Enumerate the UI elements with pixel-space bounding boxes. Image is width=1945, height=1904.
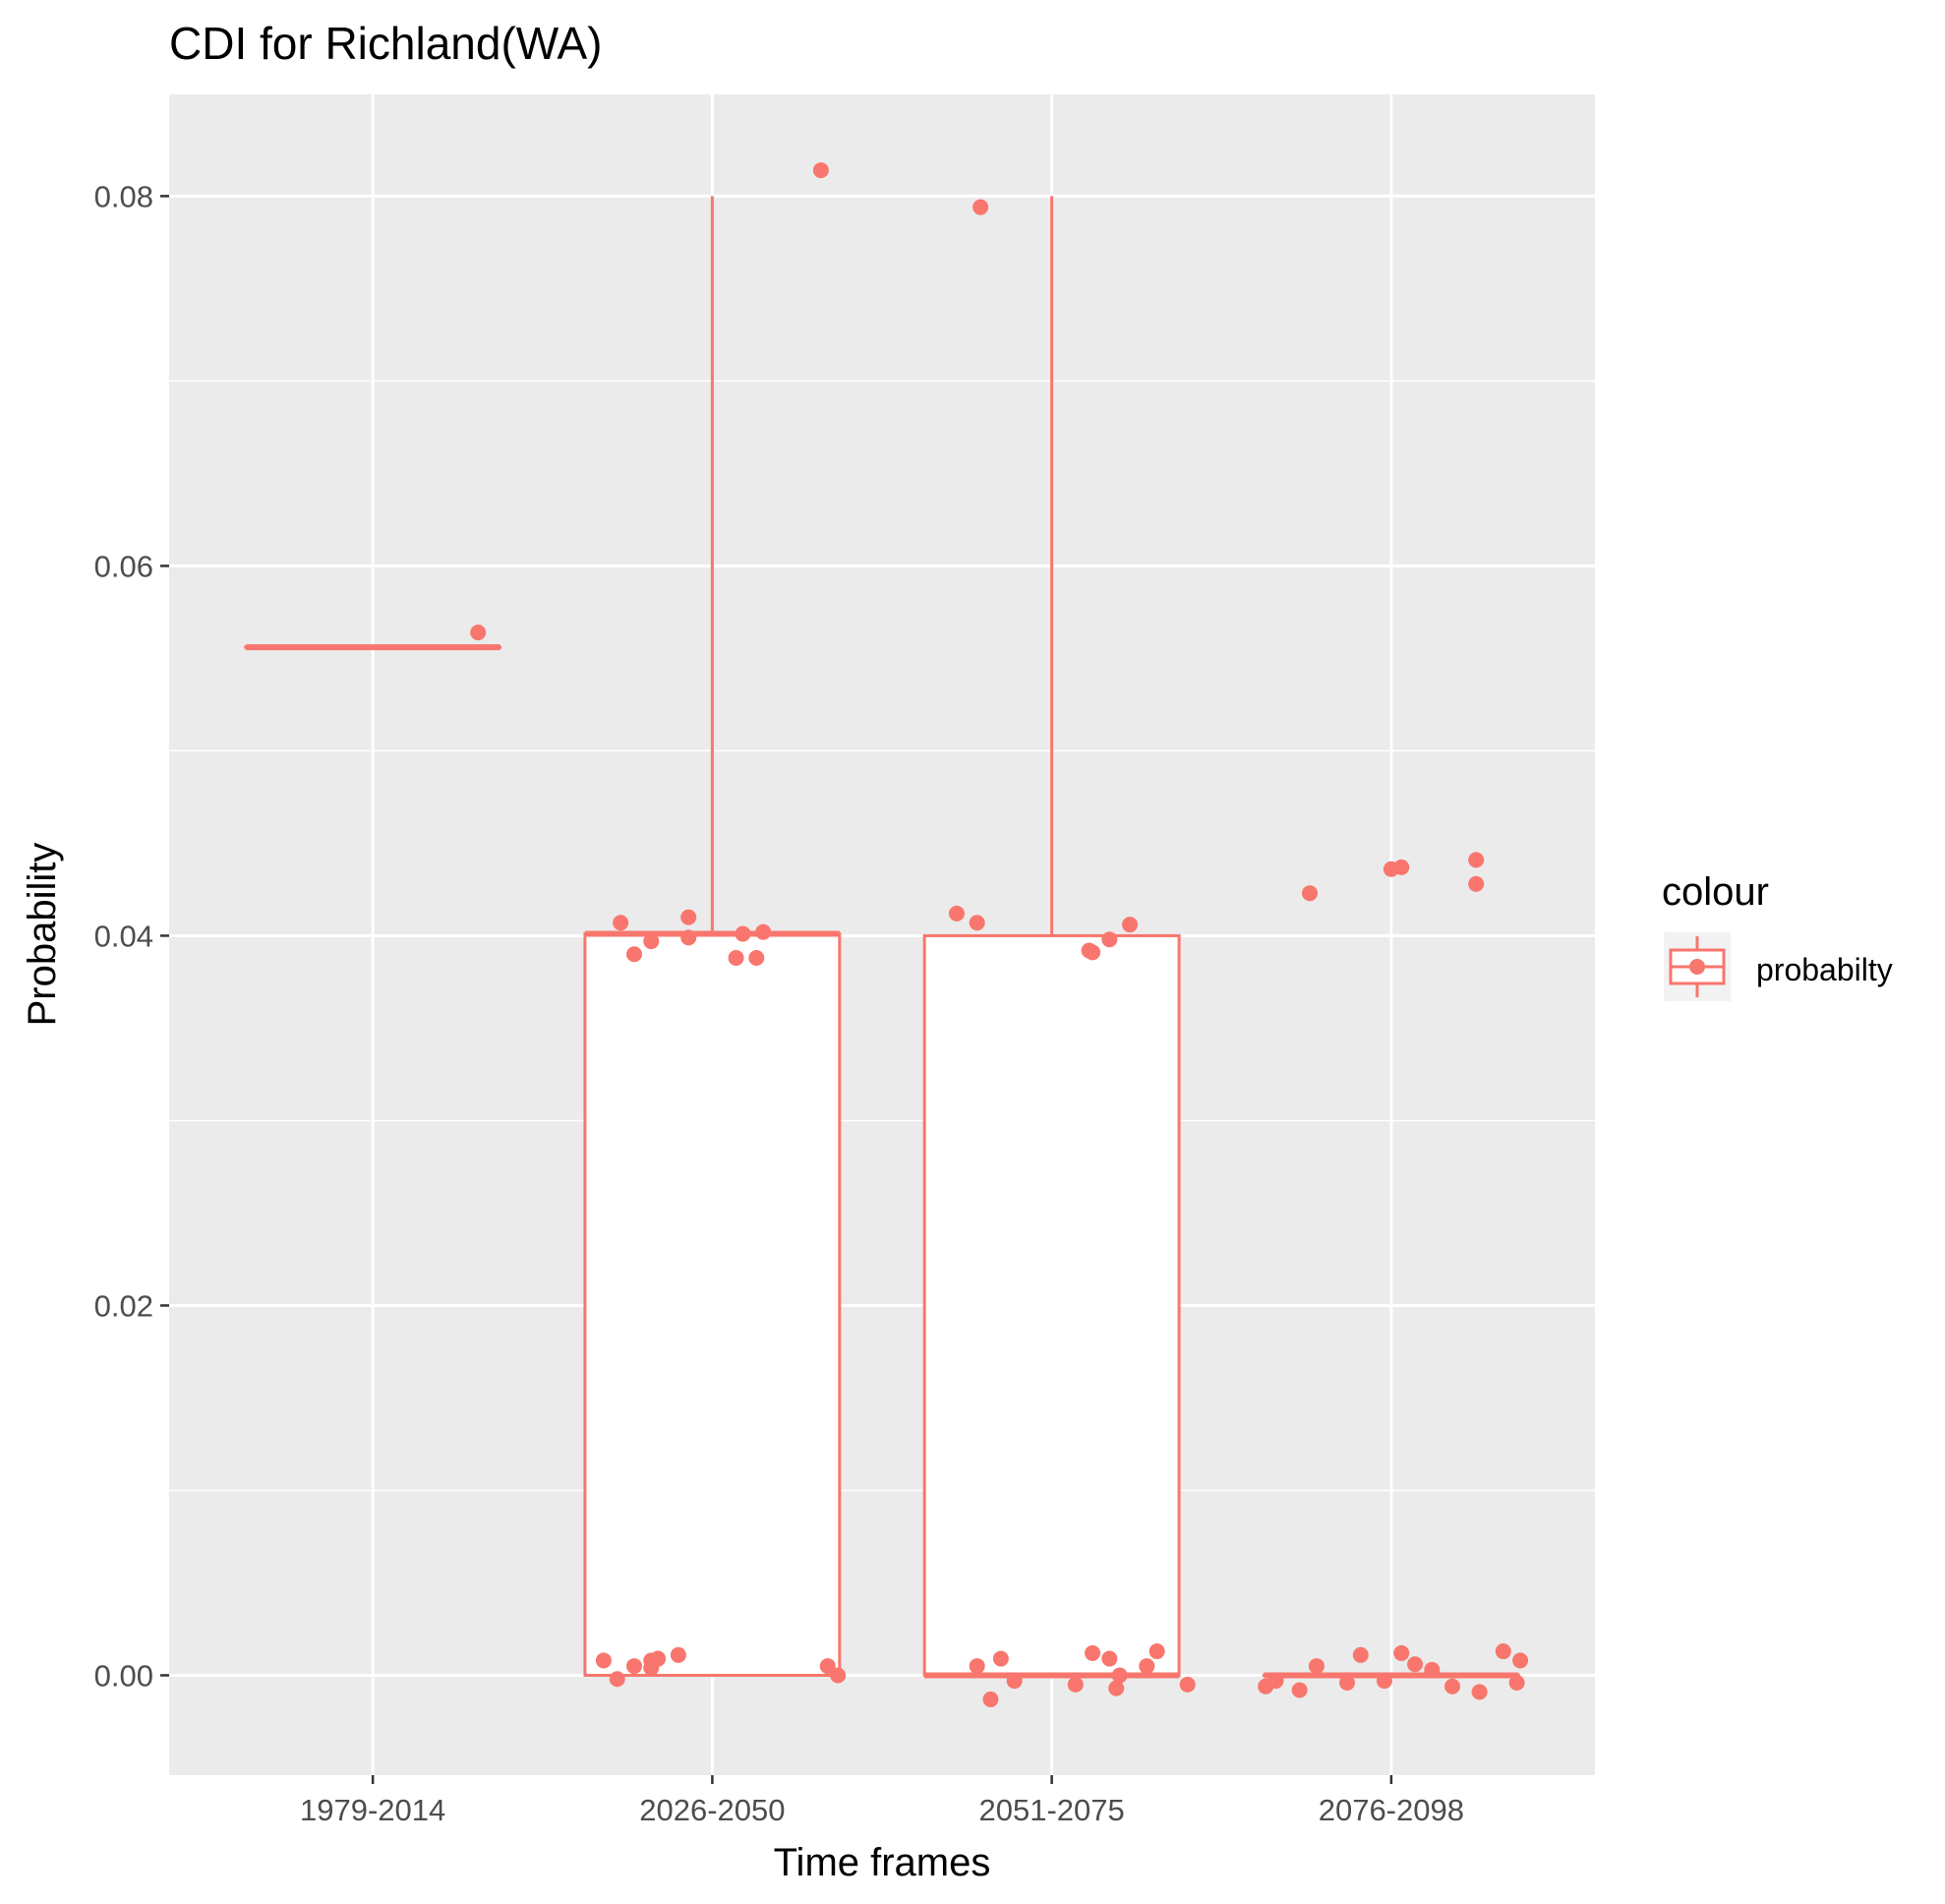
- x-axis-label: Time frames: [774, 1841, 991, 1884]
- data-point: [671, 1647, 686, 1663]
- data-point: [596, 1652, 612, 1668]
- legend-entry-probabilty: probabilty: [1756, 952, 1893, 987]
- data-point: [1468, 852, 1484, 867]
- data-point: [1112, 1667, 1128, 1683]
- chart-title: CDI for Richland(WA): [169, 18, 602, 69]
- box-iqr: [924, 935, 1179, 1675]
- y-tick-label: 0.00: [94, 1658, 153, 1693]
- data-point: [970, 1658, 985, 1674]
- data-point: [813, 162, 829, 178]
- data-point: [1468, 876, 1484, 892]
- data-point: [1302, 885, 1318, 901]
- data-point: [1068, 1677, 1084, 1693]
- y-tick-label: 0.08: [94, 179, 153, 213]
- data-point: [970, 915, 985, 930]
- data-point: [650, 1651, 666, 1667]
- data-point: [1393, 860, 1409, 875]
- data-point: [1292, 1683, 1308, 1698]
- data-point: [680, 910, 696, 925]
- x-tick-label: 1979-2014: [300, 1793, 445, 1827]
- data-point: [1424, 1662, 1440, 1678]
- legend: colour probabilty: [1662, 870, 1893, 1001]
- data-point: [680, 929, 696, 945]
- data-point: [1180, 1677, 1196, 1693]
- y-tick-label: 0.06: [94, 549, 153, 583]
- data-point: [1267, 1673, 1283, 1689]
- x-tick-label: 2051-2075: [978, 1793, 1124, 1827]
- x-axis: 1979-2014 2026-2050 2051-2075 2076-2098: [300, 1775, 1464, 1827]
- data-point: [1122, 917, 1138, 932]
- data-point: [1007, 1673, 1023, 1689]
- y-tick-label: 0.04: [94, 919, 153, 953]
- data-point: [1101, 1651, 1117, 1667]
- data-point: [949, 906, 965, 922]
- x-tick-label: 2026-2050: [639, 1793, 785, 1827]
- data-point: [1512, 1652, 1528, 1668]
- y-tick-label: 0.02: [94, 1288, 153, 1323]
- data-point: [626, 946, 642, 962]
- data-point: [1496, 1643, 1511, 1659]
- data-point: [982, 1692, 998, 1707]
- data-point: [1101, 931, 1117, 947]
- data-point: [470, 625, 486, 640]
- data-point: [755, 924, 771, 940]
- data-point: [1444, 1679, 1460, 1695]
- data-point: [1085, 944, 1100, 960]
- legend-title: colour: [1662, 870, 1769, 914]
- data-point: [1509, 1675, 1525, 1691]
- data-point: [972, 200, 988, 215]
- data-point: [1085, 1645, 1100, 1661]
- data-point: [1353, 1647, 1369, 1663]
- data-point: [1407, 1656, 1423, 1672]
- data-point: [830, 1667, 846, 1683]
- y-axis: 0.00 0.02 0.04 0.06 0.08: [94, 179, 169, 1693]
- x-tick-label: 2076-2098: [1319, 1793, 1464, 1827]
- data-point: [735, 926, 750, 942]
- data-point: [626, 1658, 642, 1674]
- data-point: [993, 1651, 1009, 1667]
- data-point: [1472, 1684, 1488, 1699]
- y-axis-label: Probability: [21, 843, 64, 1027]
- data-point: [610, 1671, 625, 1687]
- data-point: [643, 933, 659, 949]
- data-point: [729, 950, 744, 966]
- data-point: [748, 950, 764, 966]
- box-iqr: [585, 934, 840, 1676]
- legend-key-point: [1689, 959, 1705, 975]
- data-point: [1149, 1643, 1165, 1659]
- data-point: [1377, 1673, 1392, 1689]
- data-point: [1393, 1645, 1409, 1661]
- data-point: [613, 915, 628, 930]
- data-point: [1339, 1675, 1355, 1691]
- data-point: [1309, 1658, 1325, 1674]
- data-point: [1139, 1658, 1154, 1674]
